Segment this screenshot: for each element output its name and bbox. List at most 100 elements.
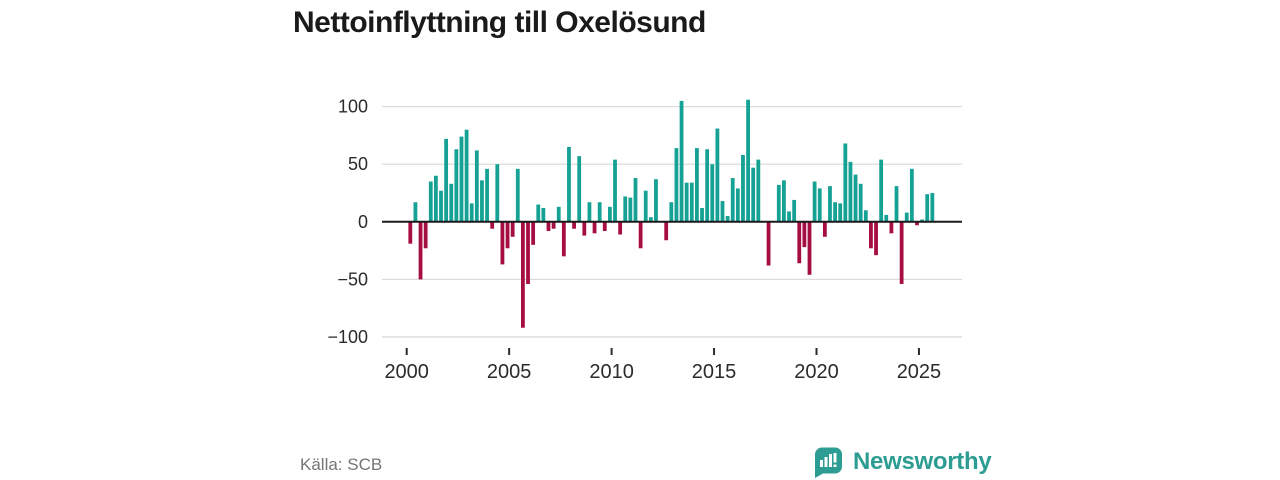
chart-title: Nettoinflyttning till Oxelösund — [293, 6, 706, 39]
bar — [433, 175, 438, 222]
bar — [679, 100, 684, 222]
x-axis-label: 2000 — [384, 361, 429, 383]
newsworthy-chart-bubble-icon — [815, 446, 842, 478]
bar — [874, 221, 878, 256]
bar — [925, 194, 930, 222]
bar — [909, 168, 914, 222]
x-axis-label: 2010 — [589, 361, 634, 383]
x-axis-label: 2005 — [487, 361, 532, 383]
bar — [807, 221, 812, 275]
y-axis-label: −50 — [337, 269, 368, 289]
bar — [741, 155, 745, 222]
bar — [669, 202, 674, 222]
bar — [459, 136, 464, 222]
bar — [469, 203, 474, 222]
x-axis-label: 2015 — [692, 361, 737, 383]
bar — [684, 182, 689, 222]
bar — [700, 207, 704, 222]
bar — [654, 179, 658, 222]
bar — [766, 221, 771, 266]
y-axis-label: 50 — [348, 154, 368, 174]
bar — [541, 207, 546, 222]
bar — [510, 221, 515, 237]
bar — [904, 212, 909, 222]
bar — [638, 221, 643, 249]
bar — [520, 221, 525, 328]
x-axis-label: 2025 — [897, 361, 942, 383]
bar — [705, 149, 710, 222]
bar — [648, 217, 653, 222]
bar — [413, 202, 418, 222]
bar — [689, 182, 694, 222]
newsworthy-brand: Newsworthy — [813, 445, 992, 479]
bar — [920, 219, 924, 222]
y-axis-label: −100 — [327, 327, 368, 347]
bar — [408, 221, 413, 244]
bar — [526, 221, 530, 284]
bar — [556, 206, 561, 222]
bar — [428, 181, 433, 222]
bar — [597, 202, 602, 222]
y-axis-label: 0 — [358, 212, 368, 232]
bar — [546, 221, 551, 232]
bar — [505, 221, 510, 249]
bar — [567, 146, 571, 222]
bar — [495, 164, 500, 222]
bar — [474, 150, 479, 222]
bar — [787, 211, 791, 222]
bar — [531, 221, 536, 245]
bar — [833, 202, 837, 222]
bar — [720, 201, 725, 222]
bar — [674, 148, 679, 222]
bar — [633, 178, 638, 222]
bar — [485, 168, 489, 222]
bar — [572, 221, 576, 229]
bar — [608, 206, 612, 222]
bar — [725, 216, 730, 222]
bar — [587, 202, 592, 222]
bar — [613, 159, 617, 222]
bar — [812, 181, 817, 222]
bar — [848, 161, 853, 222]
bar — [449, 183, 454, 222]
bar — [915, 221, 919, 226]
bar — [930, 193, 935, 222]
bar — [480, 180, 484, 222]
bar — [464, 129, 469, 222]
bar — [879, 159, 884, 222]
bar — [628, 197, 633, 222]
bar — [802, 221, 807, 248]
bar — [858, 183, 863, 222]
bar — [756, 159, 761, 222]
bar — [894, 186, 899, 222]
bar — [715, 128, 720, 222]
bar — [838, 203, 843, 222]
bar — [776, 184, 781, 222]
bar — [869, 221, 873, 249]
bar — [730, 178, 735, 222]
bar — [843, 143, 848, 222]
bar — [797, 221, 802, 264]
bar — [817, 188, 822, 222]
bar — [695, 148, 699, 222]
bar — [710, 164, 715, 222]
bar — [515, 168, 520, 222]
bar — [423, 221, 428, 249]
bar — [551, 221, 556, 229]
bar — [490, 221, 495, 229]
bar — [899, 221, 904, 284]
bar — [577, 156, 582, 222]
bar — [746, 99, 750, 222]
brand-name: Newsworthy — [853, 448, 992, 475]
x-axis-label: 2020 — [794, 361, 839, 383]
bar — [536, 204, 541, 222]
bar — [643, 190, 648, 222]
bar — [822, 221, 827, 237]
bar — [853, 174, 858, 222]
bar — [500, 221, 505, 265]
bar — [454, 149, 459, 222]
bar — [735, 188, 740, 222]
bar — [884, 214, 889, 222]
